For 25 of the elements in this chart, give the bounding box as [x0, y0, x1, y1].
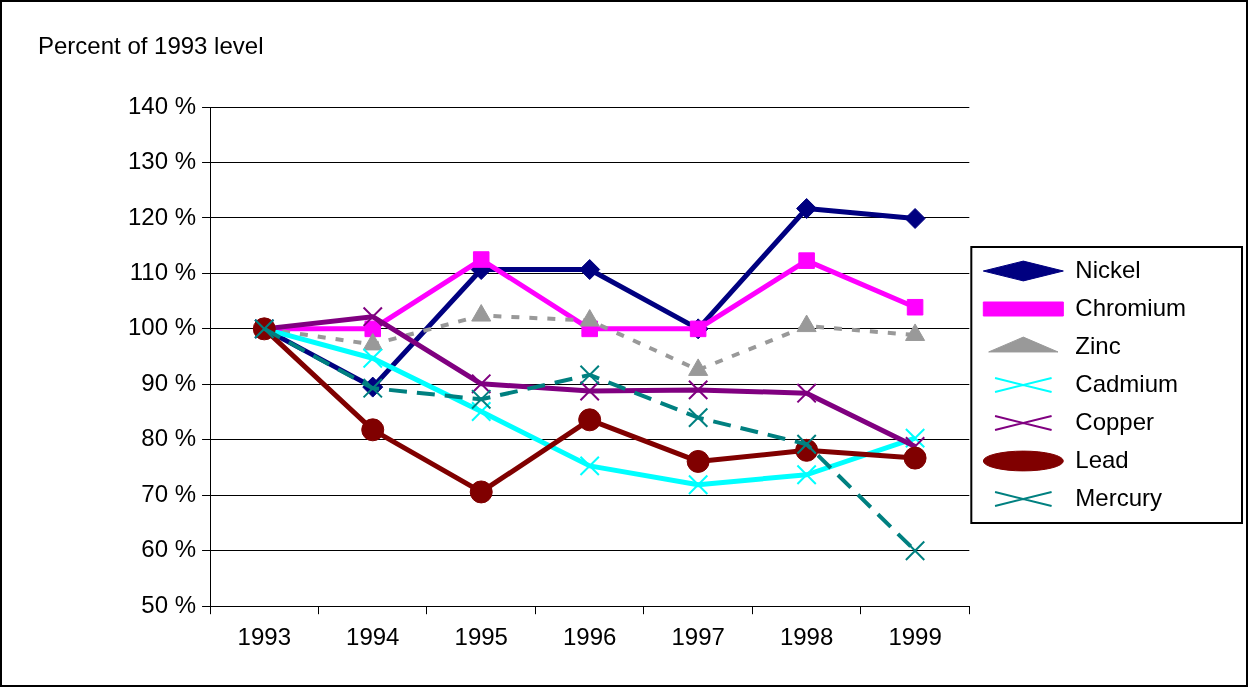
y-tick-label: 80 % [141, 424, 197, 452]
legend-label: Zinc [1075, 331, 1121, 359]
y-tick-label: 120 % [127, 202, 197, 230]
legend-label: Lead [1075, 445, 1129, 473]
y-tick-label: 90 % [141, 368, 197, 396]
x-tick-label: 1997 [671, 623, 725, 651]
x-tick-label: 1996 [562, 623, 617, 651]
legend-label: Nickel [1075, 255, 1141, 283]
y-axis-title: Percent of 1993 level [38, 32, 264, 60]
y-tick-label: 130 % [127, 147, 197, 175]
x-tick-label: 1994 [346, 623, 400, 651]
y-tick-label: 60 % [141, 535, 197, 563]
legend-label: Copper [1075, 407, 1155, 435]
y-tick-label: 50 % [141, 590, 197, 618]
legend-label: Cadmium [1075, 369, 1179, 397]
y-tick-label: 70 % [141, 479, 197, 507]
y-tick-label: 100 % [127, 313, 197, 341]
legend-label: Chromium [1075, 293, 1186, 321]
x-tick-label: 1995 [454, 623, 508, 651]
y-tick-label: 110 % [129, 258, 197, 286]
x-tick-label: 1999 [888, 623, 942, 651]
y-tick-label: 140 % [127, 91, 197, 119]
legend-label: Mercury [1075, 483, 1162, 511]
x-tick-label: 1998 [779, 623, 834, 651]
x-tick-label: 1993 [237, 623, 291, 651]
